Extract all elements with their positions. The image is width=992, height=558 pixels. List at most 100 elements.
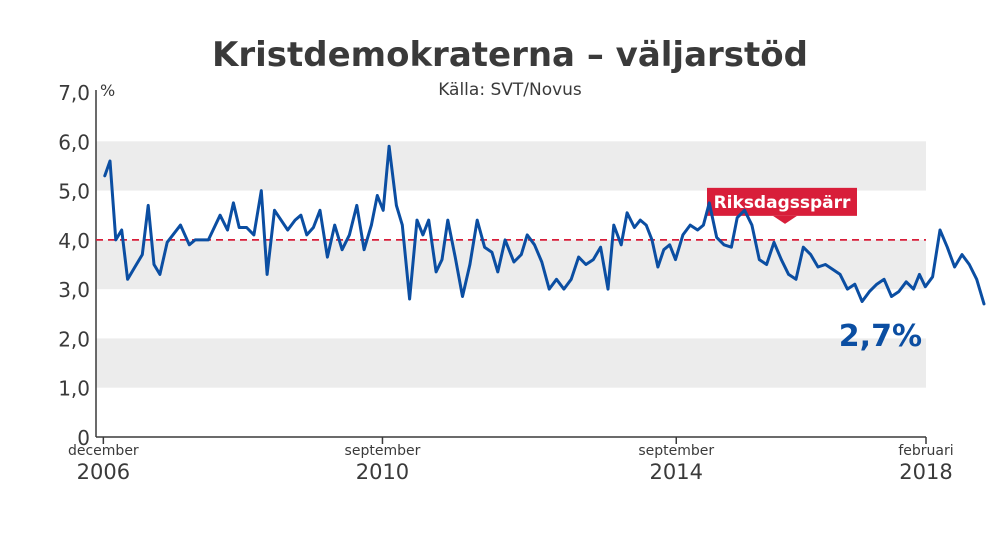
data-point <box>743 209 746 212</box>
data-point <box>533 243 536 246</box>
y-axis-ticks: 0 1,0 2,0 3,0 4,0 5,0 6,0 7,0 <box>58 81 90 450</box>
data-point <box>853 283 856 286</box>
x-tick-month: december <box>68 443 139 459</box>
x-tick-month: februari <box>898 443 953 459</box>
data-point <box>599 246 602 249</box>
data-point <box>333 223 336 227</box>
data-point <box>387 145 391 148</box>
x-tick-year: 2006 <box>77 460 130 484</box>
chart-title: Kristdemokraterna – väljarstöd <box>212 35 808 75</box>
data-point <box>218 214 222 217</box>
data-point <box>120 228 123 232</box>
y-tick-label: 7,0 <box>58 81 90 105</box>
data-point <box>584 263 588 266</box>
threshold-badge <box>707 187 857 216</box>
data-point <box>831 268 834 271</box>
data-point <box>968 263 971 266</box>
data-point <box>570 278 573 281</box>
data-point <box>612 223 615 227</box>
data-point <box>975 278 978 281</box>
data-point <box>780 258 783 261</box>
data-point <box>395 204 398 207</box>
data-point <box>147 204 150 207</box>
data-point <box>918 273 921 276</box>
threshold-line: Riksdagsspärr <box>96 187 926 241</box>
data-point <box>108 159 112 163</box>
data-point <box>868 290 871 293</box>
data-point <box>326 255 329 259</box>
data-point <box>520 253 523 256</box>
threshold-label: Riksdagsspärr <box>714 193 851 213</box>
data-point <box>318 209 322 212</box>
data-point <box>312 226 315 229</box>
data-point <box>207 238 210 242</box>
data-point <box>427 218 430 222</box>
data-point <box>674 258 677 261</box>
data-point <box>440 258 444 261</box>
data-point <box>376 194 379 197</box>
data-point <box>562 287 566 291</box>
data-point <box>650 238 654 242</box>
data-point <box>401 223 404 227</box>
data-point <box>421 233 425 237</box>
data-point <box>446 218 449 222</box>
data-point <box>592 258 595 261</box>
data-point <box>305 233 308 237</box>
data-point <box>483 246 486 249</box>
data-point <box>348 233 351 237</box>
data-point <box>103 174 107 177</box>
data-point <box>620 243 623 246</box>
data-point <box>194 238 197 242</box>
data-point <box>946 246 949 249</box>
grid-band <box>96 239 926 290</box>
data-point <box>126 278 129 281</box>
x-tick-year: 2018 <box>899 460 952 484</box>
data-point <box>512 260 516 264</box>
chart-subtitle: Källa: SVT/Novus <box>438 80 582 100</box>
data-point <box>722 243 726 246</box>
data-point <box>434 270 438 274</box>
x-axis-ticks: december2006september2010september2014fe… <box>68 437 954 484</box>
grid-band <box>96 338 926 388</box>
data-point <box>668 243 671 246</box>
data-point <box>702 223 705 227</box>
data-point <box>152 263 156 266</box>
data-point <box>232 201 235 205</box>
data-point <box>765 263 768 266</box>
data-point <box>802 246 805 249</box>
data-point <box>882 278 886 281</box>
data-point <box>454 255 457 259</box>
data-point <box>355 204 358 207</box>
data-point <box>905 280 908 283</box>
grid-bands <box>96 141 926 388</box>
data-point <box>141 253 144 256</box>
data-point <box>960 253 964 256</box>
data-point <box>496 270 499 274</box>
data-point <box>794 278 798 281</box>
data-point <box>299 214 303 217</box>
data-point <box>772 241 776 244</box>
data-point <box>245 226 248 229</box>
data-point <box>689 223 692 227</box>
data-point <box>750 223 754 227</box>
data-point <box>639 218 642 222</box>
data-point <box>758 258 761 261</box>
y-tick-label: 3,0 <box>58 278 90 302</box>
data-point <box>897 290 900 293</box>
data-point <box>362 248 366 251</box>
data-point <box>188 243 191 246</box>
data-point <box>503 238 507 242</box>
data-point <box>890 295 893 298</box>
data-point <box>656 265 660 269</box>
data-point <box>606 287 610 291</box>
axes <box>95 90 926 438</box>
y-tick-label: 2,0 <box>58 327 90 351</box>
data-point <box>158 273 162 276</box>
data-point <box>226 228 229 232</box>
data-point <box>415 218 419 222</box>
data-point <box>408 297 411 301</box>
data-point <box>645 223 648 227</box>
data-point <box>577 255 580 259</box>
data-point <box>526 233 529 237</box>
x-tick-month: september <box>345 443 421 459</box>
